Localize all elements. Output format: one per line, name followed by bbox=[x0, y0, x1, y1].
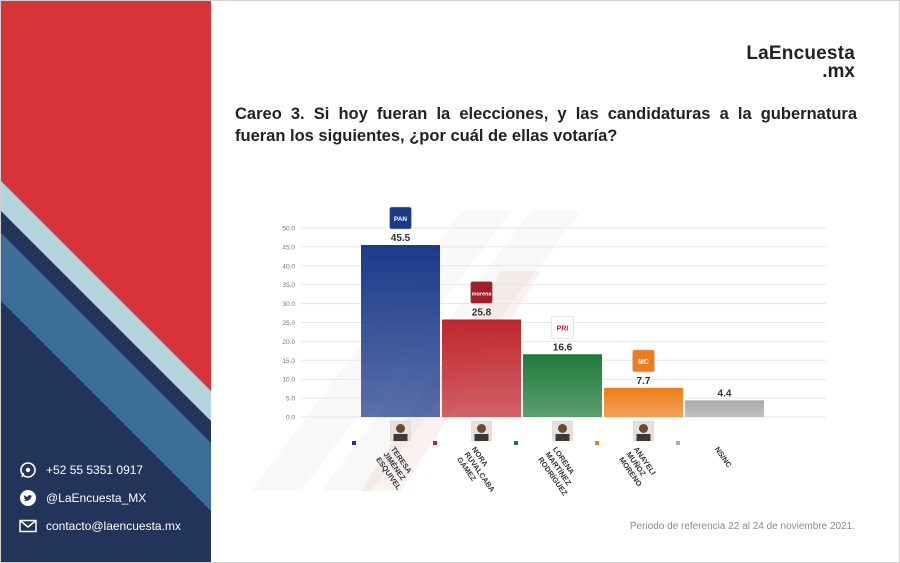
legend-marker bbox=[676, 441, 680, 445]
category-label-line: NS/NC bbox=[713, 445, 734, 470]
candidate-photo-head bbox=[639, 424, 648, 433]
contact-mail-text: contacto@laencuesta.mx bbox=[46, 519, 181, 533]
y-tick-label: 10.0 bbox=[282, 377, 295, 384]
bar bbox=[442, 319, 521, 417]
mail-icon bbox=[19, 517, 37, 535]
party-logo-text: PRI bbox=[557, 325, 569, 332]
candidate-photo-body bbox=[555, 434, 570, 441]
party-logo-text: morena bbox=[472, 291, 493, 297]
y-tick-label: 15.0 bbox=[282, 358, 295, 365]
party-logo: PAN bbox=[389, 206, 412, 230]
party-logo-box bbox=[470, 281, 493, 304]
y-tick-label: 30.0 bbox=[282, 301, 295, 308]
candidate-photo-body bbox=[393, 434, 408, 441]
whatsapp-icon bbox=[19, 461, 37, 479]
candidate-photo bbox=[471, 420, 492, 442]
party-logo: MC bbox=[632, 349, 655, 373]
party-logo-text: MC bbox=[638, 359, 649, 366]
bar bbox=[685, 400, 764, 417]
candidate-photo-body bbox=[474, 434, 489, 441]
party-logo-text: PAN bbox=[394, 216, 408, 223]
y-tick-label: 0.0 bbox=[286, 415, 295, 422]
candidate-photo bbox=[390, 420, 411, 442]
bar bbox=[361, 245, 440, 417]
bar-chart: 0.0 5.0 10.0 15.0 20.0 25.0 30.0 35.0 40.0 45.0 50… bbox=[282, 206, 826, 499]
data-label: 7.7 bbox=[637, 376, 651, 387]
sidebar-graphic bbox=[1, 1, 211, 562]
category-label: TERESAJIMÉNEZESQUIVEL bbox=[374, 445, 418, 492]
legend-marker bbox=[352, 441, 356, 445]
y-tick-label: 20.0 bbox=[282, 339, 295, 346]
page-title: Careo 3. Si hoy fueran la elecciones, y … bbox=[235, 105, 857, 145]
y-tick-label: 5.0 bbox=[286, 396, 295, 403]
contact-twitter: @LaEncuesta_MX bbox=[19, 489, 146, 507]
party-logo-box bbox=[632, 349, 655, 373]
candidate-photo-body bbox=[636, 434, 651, 441]
reference-period-note: Periodo de referencia 22 al 24 de noviem… bbox=[629, 521, 855, 532]
party-logo-box bbox=[389, 206, 412, 230]
twitter-icon bbox=[19, 489, 37, 507]
brand-domain: .mx bbox=[822, 61, 855, 82]
bar bbox=[604, 387, 683, 417]
brand-logo: LaEncuesta .mx bbox=[746, 43, 855, 82]
candidate-photo-head bbox=[477, 424, 486, 433]
brand-name: LaEncuesta bbox=[746, 43, 855, 64]
candidate-photo bbox=[633, 420, 654, 442]
candidate-photo-head bbox=[558, 424, 567, 433]
data-label: 4.4 bbox=[718, 388, 732, 399]
candidate-photo bbox=[552, 420, 573, 442]
data-label: 16.6 bbox=[553, 342, 573, 353]
bar bbox=[523, 354, 602, 417]
category-label: LORENAMARTÍNEZRODRÍGUEZ bbox=[536, 445, 584, 498]
legend-marker bbox=[595, 441, 599, 445]
legend-marker bbox=[514, 441, 518, 445]
y-tick-label: 40.0 bbox=[282, 263, 295, 270]
y-tick-label: 50.0 bbox=[282, 226, 295, 233]
y-tick-label: 35.0 bbox=[282, 282, 295, 289]
party-logo-box bbox=[551, 316, 574, 339]
contact-phone-text: +52 55 5351 0917 bbox=[46, 463, 144, 477]
data-label: 45.5 bbox=[391, 233, 411, 244]
candidate-photo-head bbox=[396, 424, 405, 433]
category-label: ANAYELIMUÑOZMORENO bbox=[617, 445, 659, 488]
legend-marker bbox=[433, 441, 437, 445]
sidebar-light-stripe bbox=[1, 181, 211, 421]
y-tick-label: 45.0 bbox=[282, 244, 295, 251]
party-logo: morena bbox=[470, 281, 493, 304]
category-label: NS/NC bbox=[713, 445, 734, 470]
sidebar-blue-stripe bbox=[1, 233, 211, 511]
party-logo: PRI bbox=[551, 316, 574, 339]
data-label: 25.8 bbox=[472, 307, 492, 318]
sidebar: +52 55 5351 0917 @LaEncuesta_MX contacto… bbox=[1, 1, 211, 562]
contact-phone: +52 55 5351 0917 bbox=[19, 461, 143, 479]
contact-twitter-text: @LaEncuesta_MX bbox=[46, 491, 147, 505]
sidebar-red-panel bbox=[1, 1, 211, 391]
y-tick-label: 25.0 bbox=[282, 320, 295, 327]
contact-mail: contacto@laencuesta.mx bbox=[19, 517, 181, 535]
category-label: NORARUVALCABAGÁMEZ bbox=[455, 445, 504, 499]
